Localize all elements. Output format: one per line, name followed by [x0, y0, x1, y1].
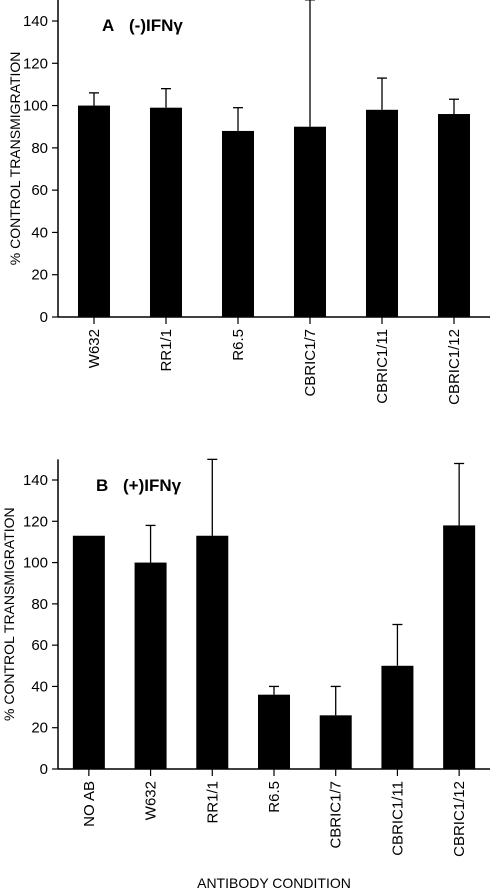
panel-b-y-tick-label: 40: [31, 678, 48, 695]
panel-a-y-tick-label: 140: [23, 13, 48, 30]
panel-a-label: A: [102, 16, 114, 35]
panel-a-category-label: RR1/1: [158, 329, 175, 372]
panel-a-y-tick-label: 100: [23, 98, 48, 115]
panel-a-bar-cbric1-7: [294, 126, 326, 317]
panel-a-category-label: CBRIC1/12: [446, 329, 463, 405]
panel-a-title: (-)IFNγ: [129, 16, 183, 35]
panel-b-y-tick-label: 80: [31, 596, 48, 613]
panel-a-category-label: CBRIC1/7: [302, 329, 319, 397]
panel-b-chart: 0 20 40 60 80 100 120 140 % CONTROL TRANSMIGRATI…: [1, 458, 490, 891]
panel-b-category-label: CBRIC1/7: [328, 781, 345, 849]
panel-b-title: (+)IFNγ: [123, 476, 182, 495]
panel-a-category-label: CBRIC1/11: [374, 329, 391, 404]
panel-b-y-tick-label: 120: [23, 513, 48, 530]
panel-b-category-label: W632: [143, 781, 160, 820]
panel-a-bar-cbric1-12: [438, 114, 470, 318]
panel-a-category-label: R6.5: [230, 329, 247, 361]
panel-a-y-tick-label: 40: [31, 224, 48, 241]
panel-b-category-label: CBRIC1/12: [451, 781, 468, 857]
panel-b-y-tick-label: 20: [31, 720, 48, 737]
panel-a-bar-rr1-1: [150, 107, 182, 317]
panel-a-chart: 0 20 40 60 80 100 120 140 % CONTROL TRANSMIGRATI…: [7, 0, 490, 405]
panel-b-category-label: R6.5: [266, 781, 283, 813]
panel-b-bar-rr1-1: [196, 535, 229, 769]
panel-a-bar-r6-5: [222, 130, 254, 317]
panel-a-category-label: W632: [86, 329, 103, 368]
panel-b-bar-w632: [134, 562, 167, 769]
panel-b-y-tick-label: 0: [40, 761, 48, 778]
panel-b-bar-r6-5: [258, 694, 290, 769]
panel-b-category-label: RR1/1: [204, 781, 221, 824]
panel-a-y-tick-label: 20: [31, 267, 48, 284]
panel-b-category-label: CBRIC1/11: [389, 781, 406, 856]
panel-b-y-tick-label: 140: [23, 472, 48, 489]
panel-a-y-tick-label: 0: [40, 309, 48, 326]
panel-a-bar-w632: [78, 105, 110, 317]
panel-a-y-tick-label: 80: [31, 140, 48, 157]
panel-b-bar-cbric1-11: [381, 665, 414, 769]
panel-b-bar-cbric1-7: [319, 715, 352, 769]
panel-b-y-tick-label: 100: [23, 555, 48, 572]
panel-a-bar-cbric1-11: [366, 109, 398, 317]
panel-b-y-axis-label: % CONTROL TRANSMIGRATION: [1, 507, 17, 721]
panel-b-y-tick-label: 60: [31, 637, 48, 654]
panel-a-y-axis-label: % CONTROL TRANSMIGRATION: [7, 52, 23, 266]
panel-a-y-tick-label: 60: [31, 182, 48, 199]
panel-a-y-tick-label: 120: [23, 55, 48, 72]
panel-b-bar-no-ab: [72, 535, 105, 769]
panel-b-label: B: [96, 476, 108, 495]
panel-b-bar-cbric1-12: [443, 525, 476, 769]
panel-b-category-label: NO AB: [81, 781, 98, 827]
panel-b-x-axis-label: ANTIBODY CONDITION: [197, 875, 351, 891]
